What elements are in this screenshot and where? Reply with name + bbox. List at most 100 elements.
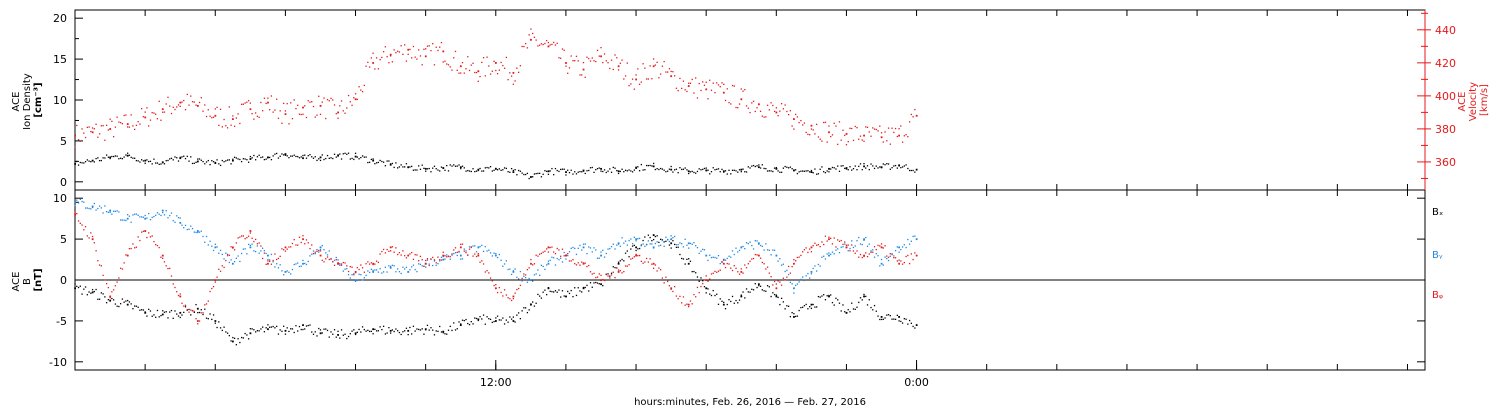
trace-dot — [116, 116, 118, 118]
trace-dot — [200, 309, 202, 311]
trace-dot — [412, 325, 415, 327]
trace-dot — [533, 173, 536, 175]
trace-dot — [290, 155, 292, 157]
trace-dot — [453, 164, 455, 166]
trace-dot — [570, 260, 572, 262]
trace-dot — [84, 207, 87, 209]
trace-dot — [570, 247, 572, 249]
trace-dot — [114, 303, 117, 305]
trace-dot — [705, 255, 707, 257]
trace-dot — [130, 156, 132, 159]
trace-dot — [877, 255, 879, 257]
data-point — [600, 279, 602, 281]
trace-dot — [363, 84, 365, 87]
trace-dot — [239, 236, 241, 238]
trace-dot — [207, 109, 209, 111]
trace-dot — [679, 77, 681, 80]
trace-dot — [323, 97, 325, 99]
trace-dot — [184, 306, 187, 308]
trace-dot — [377, 161, 380, 164]
trace-dot — [328, 336, 330, 338]
trace-dot — [512, 316, 515, 318]
trace-dot — [866, 165, 869, 167]
data-point — [810, 271, 813, 273]
trace-dot — [367, 161, 369, 164]
data-point — [635, 238, 638, 241]
x-axis-label: hours:minutes, Feb. 26, 2016 — Feb. 27, … — [634, 397, 866, 408]
trace-dot — [670, 235, 672, 237]
trace-dot — [360, 331, 362, 333]
trace-dot — [861, 139, 863, 141]
trace-dot — [668, 168, 671, 170]
trace-dot — [286, 248, 288, 250]
trace-dot — [321, 259, 323, 262]
trace-dot — [335, 259, 337, 261]
y-tick-label: 20 — [53, 12, 67, 25]
trace-dot — [549, 246, 551, 249]
trace-dot — [898, 128, 900, 130]
data-point — [828, 167, 830, 170]
trace-dot — [349, 101, 351, 103]
trace-dot — [780, 284, 783, 286]
trace-dot — [896, 167, 898, 169]
trace-dot — [389, 250, 392, 252]
trace-dot — [396, 50, 399, 52]
trace-dot — [865, 236, 867, 239]
trace-dot — [665, 276, 667, 278]
trace-dot — [623, 78, 625, 80]
trace-dot — [453, 252, 455, 255]
trace-dot — [405, 266, 408, 269]
trace-dot — [514, 169, 516, 171]
trace-dot — [787, 273, 790, 276]
trace-dot — [339, 264, 341, 266]
trace-dot — [356, 279, 358, 282]
trace-dot — [868, 299, 870, 301]
trace-dot — [873, 167, 876, 170]
trace-dot — [638, 170, 641, 172]
trace-dot — [442, 61, 444, 63]
trace-dot — [745, 105, 748, 107]
trace-dot — [463, 72, 465, 74]
trace-dot — [837, 165, 839, 167]
trace-dot — [226, 127, 229, 129]
trace-dot — [183, 305, 185, 307]
trace-dot — [468, 323, 471, 326]
data-point — [179, 295, 182, 298]
trace-dot — [258, 252, 260, 254]
trace-dot — [442, 251, 444, 253]
data-point — [459, 324, 462, 326]
trace-dot — [396, 268, 399, 270]
trace-dot — [579, 264, 581, 266]
trace-dot — [354, 93, 357, 95]
trace-dot — [144, 162, 146, 164]
trace-dot — [377, 330, 380, 332]
data-point — [512, 295, 515, 298]
data-point — [757, 283, 760, 286]
trace-dot — [521, 45, 523, 48]
trace-dot — [230, 124, 232, 126]
trace-dot — [823, 294, 825, 296]
data-point — [775, 111, 778, 114]
trace-dot — [565, 295, 567, 298]
trace-dot — [156, 162, 159, 164]
trace-dot — [86, 207, 88, 209]
trace-dot — [793, 128, 795, 130]
trace-dot — [84, 286, 87, 288]
trace-dot — [297, 330, 299, 332]
trace-dot — [598, 55, 600, 57]
trace-dot — [188, 160, 190, 162]
trace-dot — [488, 272, 490, 274]
trace-dot — [560, 257, 562, 259]
trace-dot — [721, 300, 723, 302]
trace-dot — [775, 107, 777, 109]
trace-dot — [689, 242, 692, 245]
trace-dot — [232, 158, 234, 160]
trace-dot — [256, 115, 259, 117]
trace-dot — [295, 325, 297, 327]
trace-dot — [477, 80, 479, 82]
trace-dot — [314, 116, 316, 118]
data-point — [354, 98, 357, 101]
trace-dot — [640, 163, 642, 166]
trace-dot — [100, 159, 102, 162]
trace-dot — [188, 308, 190, 311]
